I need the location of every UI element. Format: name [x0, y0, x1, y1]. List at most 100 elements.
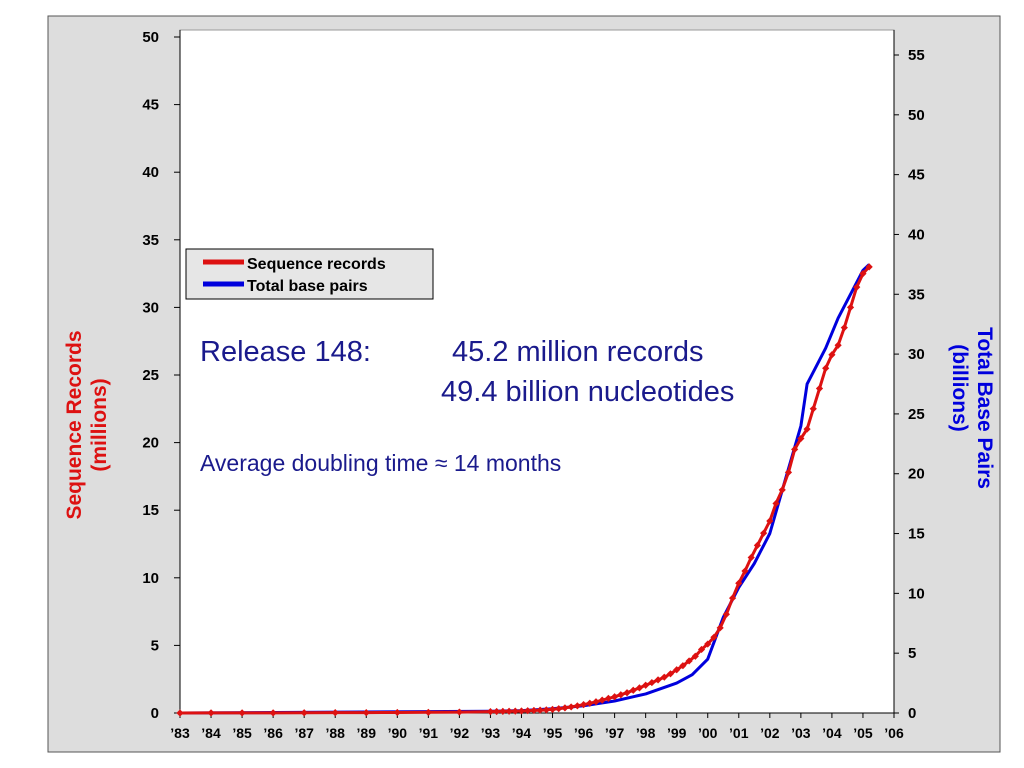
data-point-marker [635, 684, 644, 692]
data-point-marker [623, 689, 631, 697]
right-tick-label: 15 [908, 526, 925, 543]
x-tick-label: ’96 [574, 725, 594, 741]
right-tick-label: 55 [908, 47, 925, 64]
x-tick-label: ’00 [698, 725, 718, 741]
annotation-nucleotides: 49.4 billion nucleotides [441, 376, 734, 408]
data-point-marker [511, 707, 519, 715]
data-point-marker [499, 707, 507, 715]
right-axis-title-line2: (billions) [948, 344, 971, 432]
left-axis-title-line1: Sequence Records [63, 330, 86, 519]
x-tick-label: ’99 [667, 725, 687, 741]
data-point-marker [362, 708, 370, 717]
right-tick-label: 5 [908, 645, 916, 662]
data-point-marker [760, 529, 768, 537]
x-tick-label: ’01 [729, 725, 749, 741]
data-point-marker [834, 341, 842, 349]
left-axis-ticks: 0 5 10 15 20 25 30 35 40 45 50 [142, 29, 180, 722]
data-point-marker [803, 425, 811, 433]
data-point-marker [691, 652, 699, 660]
x-tick-label: ’92 [450, 725, 470, 741]
data-point-marker [728, 594, 737, 602]
data-point-marker [722, 610, 730, 618]
data-point-marker [517, 707, 526, 715]
data-point-marker [536, 706, 544, 714]
left-tick-label: 30 [142, 299, 159, 316]
data-point-marker [493, 707, 501, 716]
x-tick-label: ’84 [201, 725, 221, 741]
x-tick-label: ’89 [357, 725, 377, 741]
data-point-marker [648, 678, 656, 687]
x-tick-label: ’85 [232, 725, 252, 741]
data-point-marker [853, 283, 861, 291]
data-point-marker [710, 633, 718, 641]
data-point-marker [207, 709, 215, 717]
legend-label-total-base-pairs: Total base pairs [247, 278, 368, 295]
data-point-marker [300, 709, 308, 717]
data-point-marker [573, 702, 581, 710]
data-point-marker [753, 541, 762, 549]
annotation-release: Release 148: [200, 336, 371, 368]
data-point-marker [840, 324, 848, 332]
left-tick-label: 35 [142, 232, 159, 249]
data-point-marker [486, 708, 495, 716]
x-tick-label: ’03 [791, 725, 811, 741]
data-point-marker [567, 703, 575, 711]
data-point-marker [859, 270, 867, 278]
x-axis-ticks: ’83 ’84 ’85 ’86 ’87 ’88 ’89 ’90 ’91 ’92 ’93 ’94 ’95 ’… [170, 713, 904, 741]
x-tick-label: ’04 [822, 725, 842, 741]
data-point-marker [679, 662, 687, 670]
right-tick-label: 10 [908, 585, 925, 602]
data-point-marker [654, 676, 662, 684]
data-point-marker [642, 681, 650, 689]
left-tick-label: 20 [142, 435, 159, 452]
left-tick-label: 40 [142, 164, 159, 181]
data-point-marker [846, 303, 855, 311]
data-point-marker [524, 707, 532, 715]
data-point-marker [555, 705, 563, 713]
data-point-marker [747, 553, 755, 562]
data-point-marker [741, 567, 749, 575]
data-point-marker [505, 707, 513, 715]
left-tick-label: 15 [142, 502, 159, 519]
legend-box [185, 248, 434, 300]
right-axis-ticks: 0 5 10 15 20 25 30 35 40 45 50 55 [894, 47, 925, 722]
right-tick-label: 35 [908, 286, 925, 303]
data-point-marker [828, 351, 836, 359]
x-tick-label: ’97 [605, 725, 625, 741]
data-point-marker [697, 645, 706, 654]
data-point-marker [629, 686, 637, 694]
data-point-marker [611, 693, 619, 701]
annotation-records: 45.2 million records [452, 336, 703, 368]
series-layer [176, 263, 873, 717]
data-point-marker [666, 670, 675, 678]
data-point-marker [673, 666, 681, 674]
data-point-marker [530, 706, 538, 715]
data-point-marker [269, 709, 277, 717]
left-tick-label: 25 [142, 367, 159, 384]
right-tick-label: 0 [908, 705, 916, 722]
data-point-marker [716, 624, 724, 632]
data-point-marker [809, 405, 817, 413]
right-tick-label: 40 [908, 226, 925, 243]
data-point-marker [586, 699, 594, 707]
x-tick-label: ’02 [760, 725, 780, 741]
data-point-marker [778, 486, 786, 494]
x-tick-label: ’95 [543, 725, 563, 741]
data-point-marker [772, 499, 780, 508]
data-point-marker [542, 706, 550, 714]
left-axis-title-line2: (millions) [88, 378, 111, 471]
right-tick-label: 30 [908, 346, 925, 363]
data-point-marker [685, 657, 693, 665]
x-tick-label: ’94 [512, 725, 532, 741]
x-tick-label: ’90 [388, 725, 408, 741]
left-tick-label: 50 [142, 29, 159, 46]
data-point-marker [704, 640, 712, 648]
x-tick-label: ’88 [325, 725, 345, 741]
data-point-marker [791, 445, 799, 453]
data-point-marker [784, 468, 793, 476]
data-point-marker [604, 694, 612, 702]
data-point-marker [598, 696, 606, 704]
data-point-marker [561, 704, 569, 712]
x-tick-label: ’06 [884, 725, 904, 741]
